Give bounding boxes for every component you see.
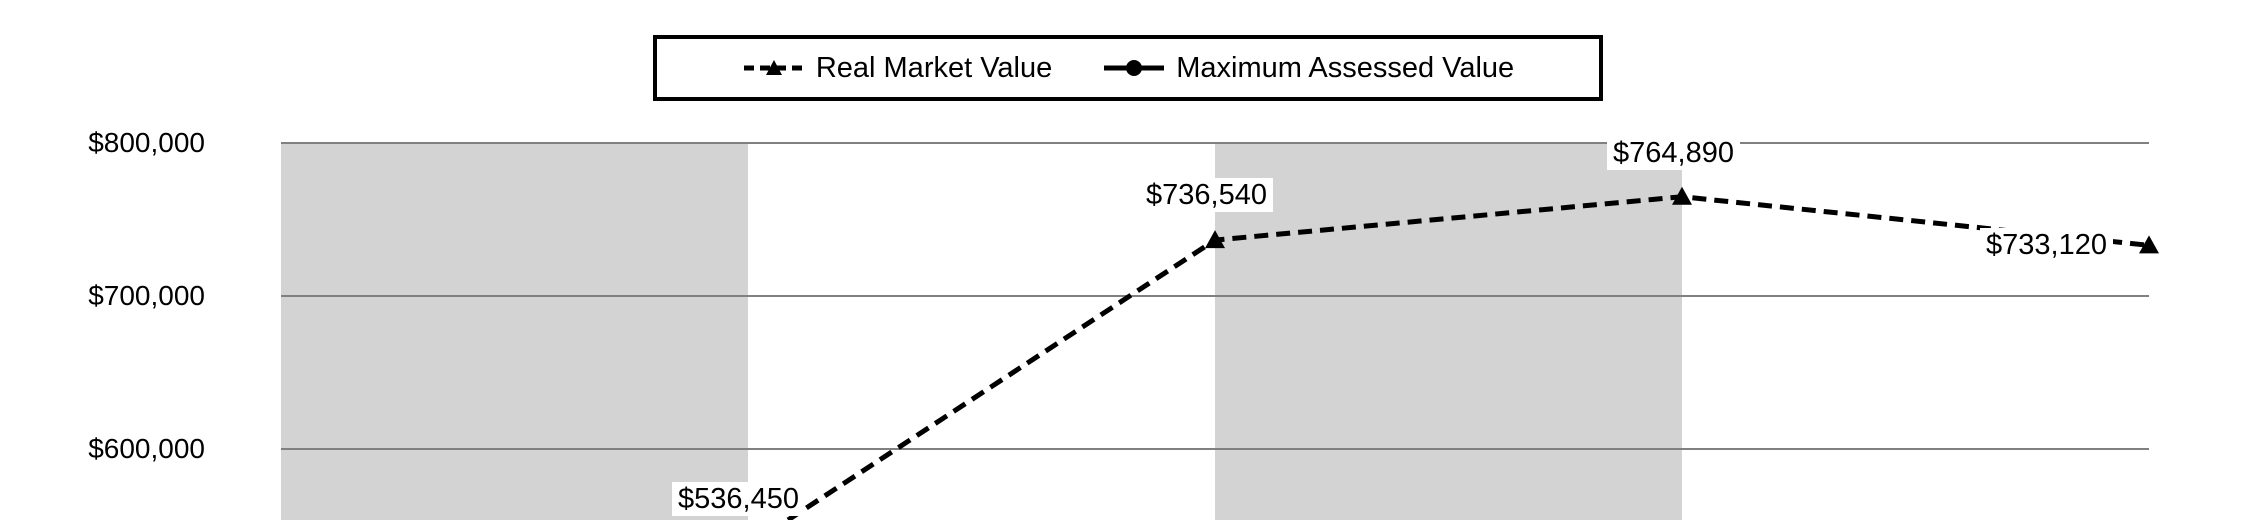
y-tick-label: $600,000 (88, 433, 205, 464)
legend-item-maximum-assessed-value: Maximum Assessed Value (1102, 52, 1514, 85)
data-label: $764,890 (1607, 136, 1740, 170)
series-line-real-market-value (786, 194, 2150, 520)
y-tick-label: $800,000 (88, 127, 205, 158)
data-label: $536,450 (672, 482, 805, 516)
legend-label: Real Market Value (815, 51, 1053, 84)
data-label: $733,120 (1980, 228, 2113, 262)
dashed-triangle-line-icon (743, 60, 804, 75)
legend-item-real-market-value: Real Market Value (742, 52, 1052, 85)
solid-circle-line-icon (1104, 60, 1165, 76)
data-point-marker (2139, 235, 2159, 254)
legend-label: Maximum Assessed Value (1176, 51, 1515, 84)
legend: Real Market Value Maximum Assessed Value (653, 35, 1603, 101)
background-band (1215, 143, 1682, 520)
data-point-marker (1672, 186, 1692, 205)
data-point-marker (1205, 230, 1225, 249)
data-label: $736,540 (1140, 178, 1273, 212)
y-tick-label: $700,000 (88, 280, 205, 311)
background-band (281, 143, 748, 520)
